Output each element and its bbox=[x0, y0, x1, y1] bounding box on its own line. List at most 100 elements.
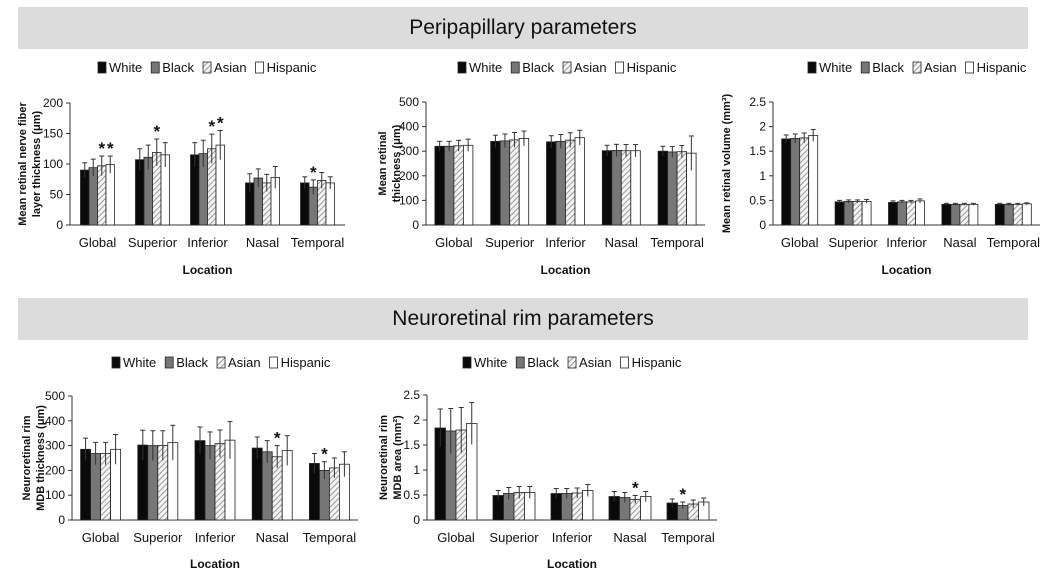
x-tick-label: Nasal bbox=[605, 235, 638, 250]
y-tick-label: 0 bbox=[56, 218, 63, 232]
bar-black-temporal bbox=[667, 151, 678, 226]
y-tick-label: 2.5 bbox=[749, 95, 766, 109]
y-tick-label: 1.5 bbox=[403, 438, 420, 452]
x-axis-label: Location bbox=[183, 263, 233, 277]
y-axis-label: Mean retinal bbox=[377, 131, 389, 195]
legend-label-hispanic: Hispanic bbox=[281, 355, 331, 370]
bar-hispanic-temporal bbox=[1021, 203, 1032, 226]
y-tick-label: 400 bbox=[45, 414, 65, 428]
legend-label-hispanic: Hispanic bbox=[627, 60, 677, 75]
bar-asian-superior bbox=[852, 200, 863, 226]
y-tick-label: 400 bbox=[399, 120, 419, 134]
x-tick-label: Inferior bbox=[886, 235, 927, 250]
y-tick-label: 500 bbox=[399, 95, 419, 109]
x-tick-label: Superior bbox=[489, 530, 539, 545]
y-axis-label: Neuroretinal rim bbox=[378, 415, 390, 500]
legend-swatch-asian bbox=[216, 356, 226, 369]
bar-black-superior bbox=[499, 140, 511, 226]
legend-swatch-asian bbox=[202, 61, 212, 74]
y-tick-label: 200 bbox=[43, 96, 63, 110]
significance-asterisk: * bbox=[274, 429, 281, 448]
bar-asian-nasal bbox=[959, 203, 970, 226]
legend-label-white: White bbox=[474, 355, 507, 370]
bar-hispanic-inferior bbox=[574, 137, 585, 226]
x-axis-label: Location bbox=[882, 263, 932, 277]
y-tick-label: 2 bbox=[413, 413, 420, 427]
legend-label-hispanic: Hispanic bbox=[977, 60, 1027, 75]
significance-asterisk: * bbox=[321, 445, 328, 464]
y-axis-label: Mean retinal volume (mm³) bbox=[721, 93, 733, 233]
x-tick-label: Inferior bbox=[545, 235, 586, 250]
x-tick-label: Temporal bbox=[650, 235, 704, 250]
legend-label-asian: Asian bbox=[574, 60, 607, 75]
bar-asian-global bbox=[453, 145, 464, 226]
x-axis-label: Location bbox=[190, 557, 240, 571]
bar-black-superior bbox=[843, 200, 854, 226]
significance-asterisk: * bbox=[217, 113, 224, 132]
significance-asterisk: * bbox=[679, 485, 686, 504]
bar-asian-temporal bbox=[1012, 203, 1023, 226]
y-tick-label: 0.5 bbox=[403, 488, 420, 502]
bar-white-inferior bbox=[888, 201, 898, 226]
bar-hispanic-global bbox=[463, 144, 474, 226]
y-tick-label: 0 bbox=[759, 218, 766, 232]
legend-swatch-hispanic bbox=[255, 61, 264, 74]
legend-swatch-hispanic bbox=[615, 61, 624, 74]
bar-white-global bbox=[434, 145, 445, 226]
bar-asian-global bbox=[799, 137, 810, 226]
x-tick-label: Temporal bbox=[661, 530, 715, 545]
legend-swatch-white bbox=[111, 356, 121, 369]
bar-black-nasal bbox=[611, 150, 622, 226]
y-tick-label: 200 bbox=[399, 169, 419, 183]
legend-label-hispanic: Hispanic bbox=[632, 355, 682, 370]
x-axis-label: Location bbox=[541, 263, 591, 277]
legend-swatch-white bbox=[462, 356, 472, 369]
bar-white-temporal bbox=[657, 150, 669, 226]
x-tick-label: Inferior bbox=[552, 530, 593, 545]
significance-asterisk: * bbox=[107, 139, 114, 158]
legend-label-black: Black bbox=[527, 355, 559, 370]
y-tick-label: 0 bbox=[412, 218, 419, 232]
significance-asterisk: * bbox=[632, 479, 639, 498]
bar-white-nasal bbox=[941, 203, 952, 226]
chart-rim-area: 0 0.5 1 1.5 2 2.5 Neuroretinal rim MDB area (mm… bbox=[378, 355, 717, 571]
bar-asian-nasal bbox=[620, 150, 632, 226]
y-tick-label: 500 bbox=[45, 389, 65, 403]
chart-rim-thickness: 0 100 200 300 400 500 Neuroretinal rim MDB thic… bbox=[21, 355, 358, 571]
bar-white-nasal bbox=[601, 150, 613, 226]
y-tick-label: 150 bbox=[43, 127, 63, 141]
legend-label-white: White bbox=[469, 60, 502, 75]
bar-black-global bbox=[790, 138, 801, 226]
x-tick-label: Superior bbox=[133, 530, 183, 545]
bar-white-inferior bbox=[546, 141, 557, 226]
legend-swatch-hispanic bbox=[269, 356, 278, 369]
bar-hispanic-global bbox=[808, 135, 819, 226]
legend-label-asian: Asian bbox=[924, 60, 957, 75]
bar-hispanic-temporal bbox=[325, 182, 335, 226]
x-tick-label: Nasal bbox=[246, 235, 279, 250]
significance-asterisk: * bbox=[208, 117, 215, 136]
y-tick-label: 300 bbox=[399, 144, 419, 158]
banner-title: Peripapillary parameters bbox=[409, 16, 637, 39]
x-tick-label: Global bbox=[435, 235, 473, 250]
x-tick-label: Temporal bbox=[291, 235, 345, 250]
legend-label-black: Black bbox=[162, 60, 194, 75]
x-tick-label: Superior bbox=[128, 235, 178, 250]
y-tick-label: 2.5 bbox=[403, 388, 420, 402]
y-tick-label: 1.5 bbox=[749, 144, 766, 158]
bar-asian-inferior bbox=[565, 139, 576, 226]
x-tick-label: Temporal bbox=[303, 530, 357, 545]
bar-black-global bbox=[88, 167, 98, 226]
y-tick-label: 50 bbox=[50, 188, 64, 202]
bar-black-inferior bbox=[897, 201, 907, 226]
y-axis-label: Neuroretinal rim bbox=[21, 415, 33, 500]
x-axis-label: Location bbox=[547, 557, 597, 571]
bar-asian-inferior bbox=[906, 201, 916, 226]
bar-asian-temporal bbox=[676, 151, 688, 226]
y-tick-label: 0 bbox=[58, 513, 65, 527]
significance-asterisk: * bbox=[153, 122, 160, 141]
y-tick-label: 2 bbox=[759, 120, 766, 134]
bar-hispanic-nasal bbox=[630, 150, 641, 226]
bar-black-global bbox=[444, 145, 455, 226]
chart-retinal-thickness: 0 100 200 300 400 500 Mean retinal thickness (μ… bbox=[377, 60, 705, 277]
